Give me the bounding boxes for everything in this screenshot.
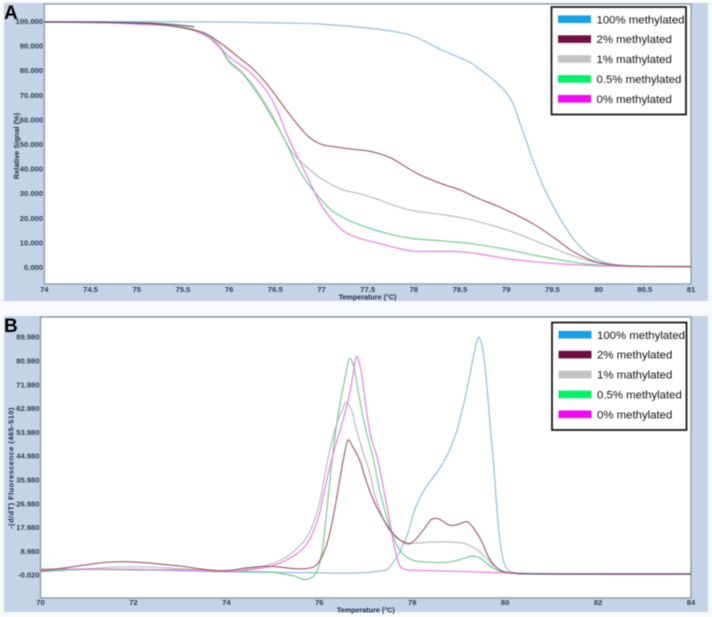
svg-text:Temperature (°C): Temperature (°C): [339, 293, 397, 302]
svg-text:0.000: 0.000: [24, 263, 43, 272]
svg-text:84: 84: [687, 598, 696, 607]
svg-text:74: 74: [222, 598, 231, 607]
svg-text:71.980: 71.980: [16, 380, 39, 389]
svg-text:20.000: 20.000: [20, 214, 43, 223]
svg-text:8.980: 8.980: [20, 547, 39, 556]
svg-text:76: 76: [225, 285, 233, 294]
svg-text:53.980: 53.980: [16, 428, 39, 437]
svg-text:80.000: 80.000: [20, 66, 43, 75]
svg-text:0.5% methylated: 0.5% methylated: [597, 74, 682, 86]
svg-text:100% methylated: 100% methylated: [597, 14, 685, 26]
svg-text:80.980: 80.980: [16, 357, 39, 366]
svg-text:75.5: 75.5: [176, 285, 192, 294]
svg-text:1% mathylated: 1% mathylated: [597, 54, 672, 66]
svg-text:100.000: 100.000: [16, 17, 43, 26]
svg-text:Temperature (°C): Temperature (°C): [337, 606, 395, 615]
svg-text:0% methylated: 0% methylated: [597, 409, 672, 421]
svg-text:90.000: 90.000: [20, 42, 43, 51]
svg-text:72: 72: [129, 598, 137, 607]
svg-text:35.980: 35.980: [16, 476, 39, 485]
svg-text:2% methylated: 2% methylated: [597, 34, 672, 46]
svg-text:70.000: 70.000: [20, 91, 43, 100]
svg-text:1% mathylated: 1% mathylated: [597, 370, 672, 382]
svg-text:75: 75: [132, 285, 141, 294]
svg-text:10.000: 10.000: [20, 238, 43, 247]
svg-text:78: 78: [410, 285, 418, 294]
svg-text:89.980: 89.980: [16, 333, 39, 342]
svg-text:80.5: 80.5: [637, 285, 653, 294]
svg-text:Relative Signal (%): Relative Signal (%): [12, 112, 21, 179]
svg-text:70: 70: [36, 598, 44, 607]
svg-text:50.000: 50.000: [20, 140, 43, 149]
svg-text:78.5: 78.5: [453, 285, 469, 294]
svg-text:79: 79: [502, 285, 510, 294]
svg-text:80: 80: [501, 598, 509, 607]
svg-text:0% methylated: 0% methylated: [597, 94, 672, 106]
svg-text:74.5: 74.5: [83, 285, 99, 294]
svg-text:77.5: 77.5: [360, 285, 376, 294]
svg-text:26.980: 26.980: [16, 499, 39, 508]
svg-text:2% methylated: 2% methylated: [597, 350, 672, 362]
svg-text:17.980: 17.980: [16, 523, 39, 532]
svg-text:76.5: 76.5: [268, 285, 284, 294]
svg-text:40.000: 40.000: [20, 165, 43, 174]
svg-text:79.5: 79.5: [545, 285, 561, 294]
svg-text:-(d/dT) Fluorescence (465-510): -(d/dT) Fluorescence (465-510): [7, 407, 16, 529]
svg-text:62.980: 62.980: [16, 404, 39, 413]
svg-text:82: 82: [594, 598, 602, 607]
svg-text:81: 81: [687, 285, 696, 294]
svg-text:44.980: 44.980: [16, 452, 39, 461]
svg-text:A: A: [4, 3, 18, 24]
svg-text:100% methylated: 100% methylated: [597, 330, 685, 342]
svg-text:0.5% methylated: 0.5% methylated: [597, 390, 682, 402]
svg-text:60.000: 60.000: [20, 115, 43, 124]
svg-text:74: 74: [40, 285, 49, 294]
svg-text:77: 77: [317, 285, 325, 294]
svg-text:30.000: 30.000: [20, 189, 43, 198]
svg-text:76: 76: [315, 598, 323, 607]
svg-text:80: 80: [594, 285, 602, 294]
svg-text:B: B: [4, 316, 18, 337]
svg-text:-0.020: -0.020: [18, 571, 40, 580]
svg-text:78: 78: [408, 598, 416, 607]
